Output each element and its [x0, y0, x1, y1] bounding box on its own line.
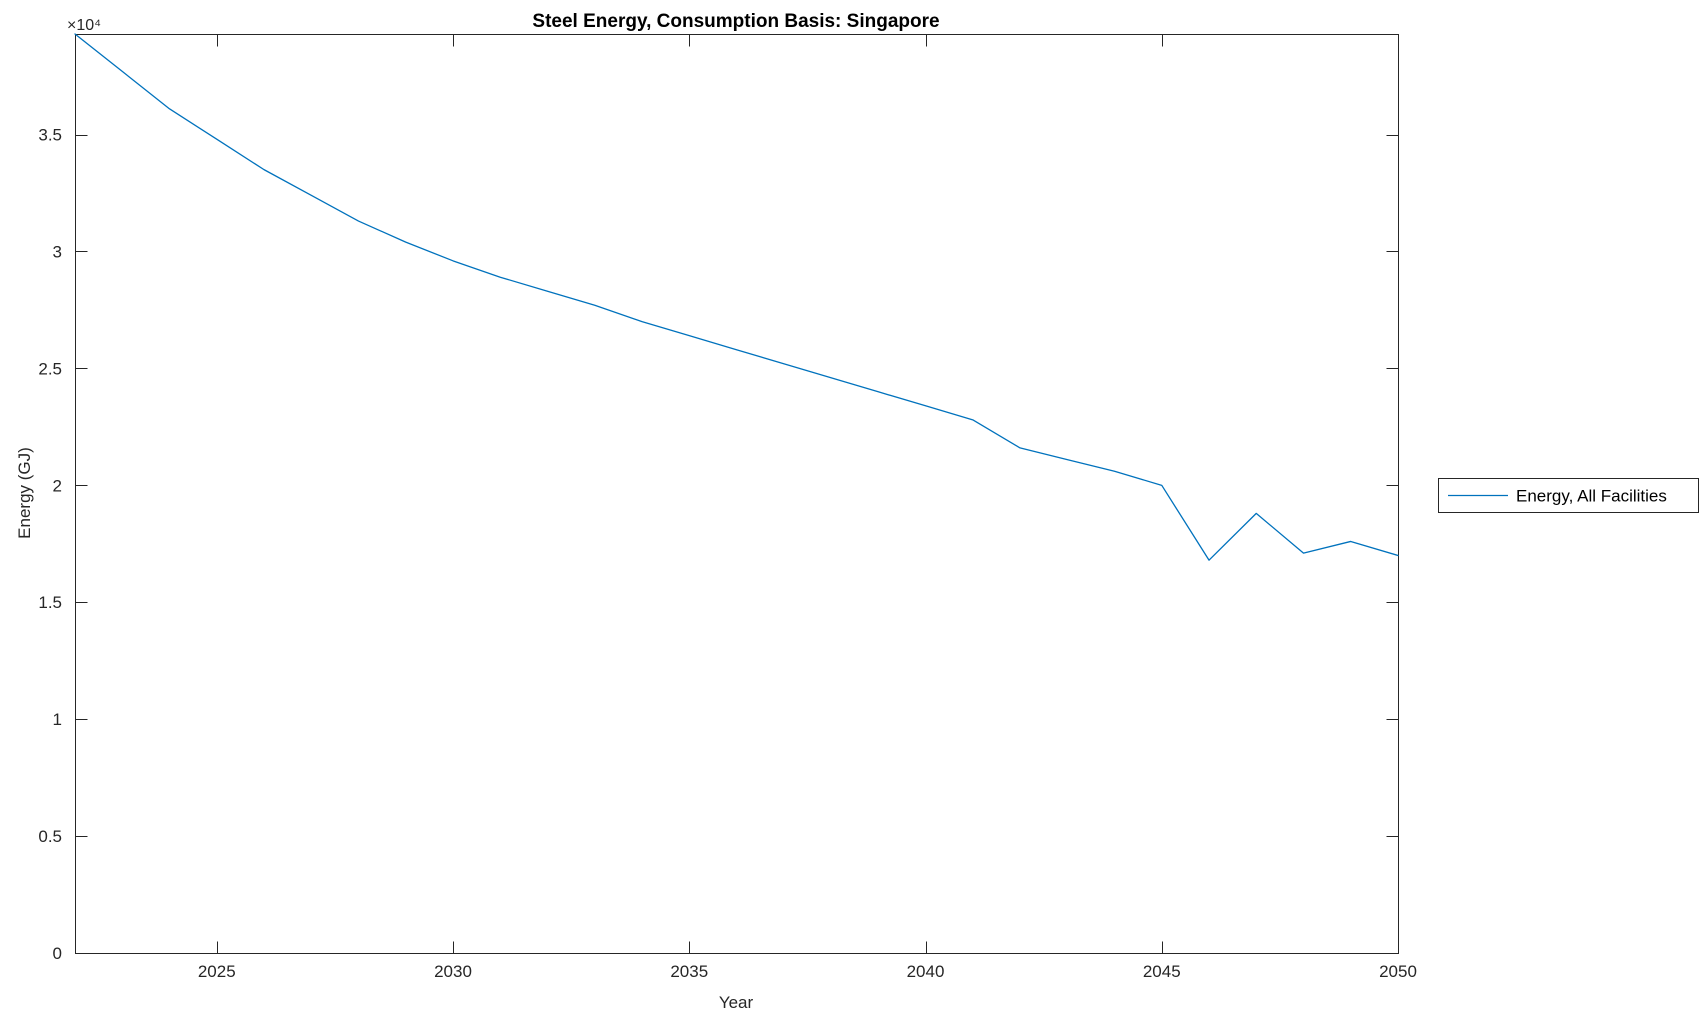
y-tick-label: 2 [53, 476, 62, 495]
x-tick-label: 2025 [198, 962, 236, 981]
chart-title: Steel Energy, Consumption Basis: Singapo… [532, 11, 939, 32]
axes-box [75, 34, 1399, 954]
data-line-energy-all-facilities [74, 33, 1399, 561]
y-axis-label: Energy (GJ) [15, 447, 34, 539]
y-axis-multiplier: ×10⁴ [67, 17, 101, 34]
x-tick-label: 2050 [1379, 962, 1417, 981]
x-tick-label: 2035 [670, 962, 708, 981]
y-tick-label: 0 [53, 944, 62, 963]
y-tick-label: 3 [53, 242, 62, 261]
y-tick-label: 0.5 [38, 827, 62, 846]
y-tick-label: 2.5 [38, 359, 62, 378]
x-tick-label: 2040 [907, 962, 945, 981]
x-tick-label: 2030 [434, 962, 472, 981]
y-tick-label: 3.5 [38, 126, 62, 145]
y-tick-label: 1 [53, 710, 62, 729]
legend: Energy, All Facilities [1438, 478, 1699, 513]
x-tick-label: 2045 [1143, 962, 1181, 981]
x-axis-label: Year [719, 993, 754, 1012]
y-tick-label: 1.5 [38, 593, 62, 612]
plot-area: 2025 2030 2035 2040 2045 2050 0 0.5 1 1.5 2 2.5 3 3.5 [38, 33, 1417, 981]
legend-entry-label: Energy, All Facilities [1516, 487, 1667, 506]
